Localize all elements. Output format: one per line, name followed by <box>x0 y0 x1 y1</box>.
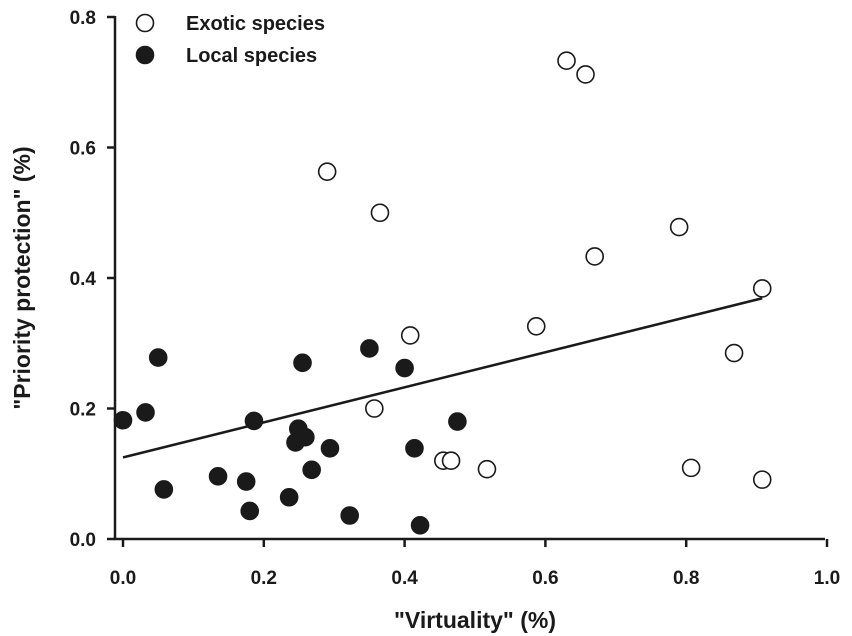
local-species-point <box>113 410 133 430</box>
local-species-point <box>244 411 264 431</box>
x-ticks: 0.0 0.2 0.4 0.6 0.8 1.0 <box>110 539 840 589</box>
legend-label-exotic: Exotic species <box>186 13 325 35</box>
local-species-point <box>302 460 321 480</box>
local-species-point <box>340 506 359 525</box>
exotic-species-point <box>681 458 701 478</box>
y-tick-label: 0.8 <box>70 8 96 29</box>
exotic-species-point <box>526 316 546 336</box>
x-tick-label: 0.8 <box>673 568 699 589</box>
legend-marker-local <box>135 45 155 65</box>
local-species-point <box>320 439 340 458</box>
exotic-species-point <box>669 217 689 237</box>
data-points <box>113 51 772 535</box>
x-tick-label: 0.2 <box>251 568 277 589</box>
exotic-species-point <box>441 451 461 471</box>
local-species-point <box>395 358 414 378</box>
local-species-point <box>154 480 174 499</box>
exotic-species-point <box>585 247 604 266</box>
exotic-species-point <box>365 399 384 418</box>
exotic-species-point <box>752 470 772 489</box>
exotic-species-point <box>557 51 576 71</box>
local-species-point <box>410 515 430 535</box>
local-species-point <box>448 412 467 431</box>
legend-label-local: Local species <box>186 45 317 67</box>
local-species-point <box>360 339 379 358</box>
y-tick-label: 0.0 <box>70 530 96 551</box>
legend-marker-exotic <box>135 13 155 33</box>
local-species-point <box>405 439 424 458</box>
exotic-species-point <box>724 343 744 363</box>
local-species-point <box>279 487 299 507</box>
local-species-point <box>240 501 260 521</box>
local-species-point <box>296 427 315 447</box>
legend: Exotic species Local species <box>135 13 325 67</box>
plot-area <box>113 16 825 541</box>
y-axis-title: "Priority protection" (%) <box>9 146 35 409</box>
trend-line <box>122 297 763 459</box>
y-tick-label: 0.2 <box>70 400 96 421</box>
x-axis-title: "Virtuality" (%) <box>394 607 556 633</box>
exotic-species-point <box>317 162 337 181</box>
y-tick-label: 0.4 <box>70 269 97 290</box>
local-species-point <box>293 353 312 373</box>
exotic-species-point <box>400 326 420 345</box>
exotic-species-point <box>752 279 772 298</box>
local-species-point <box>148 348 168 367</box>
exotic-species-point <box>576 65 595 84</box>
x-tick-label: 1.0 <box>814 568 840 589</box>
local-species-point <box>136 403 155 422</box>
y-tick-label: 0.6 <box>70 139 96 160</box>
exotic-species-point <box>477 459 497 479</box>
x-tick-label: 0.0 <box>110 568 136 589</box>
y-ticks: 0.0 0.2 0.4 0.6 0.8 <box>70 8 115 551</box>
local-species-point <box>208 467 228 486</box>
x-tick-label: 0.6 <box>532 568 558 589</box>
x-tick-label: 0.4 <box>391 568 418 589</box>
local-species-point <box>236 472 256 491</box>
exotic-species-point <box>370 203 390 223</box>
